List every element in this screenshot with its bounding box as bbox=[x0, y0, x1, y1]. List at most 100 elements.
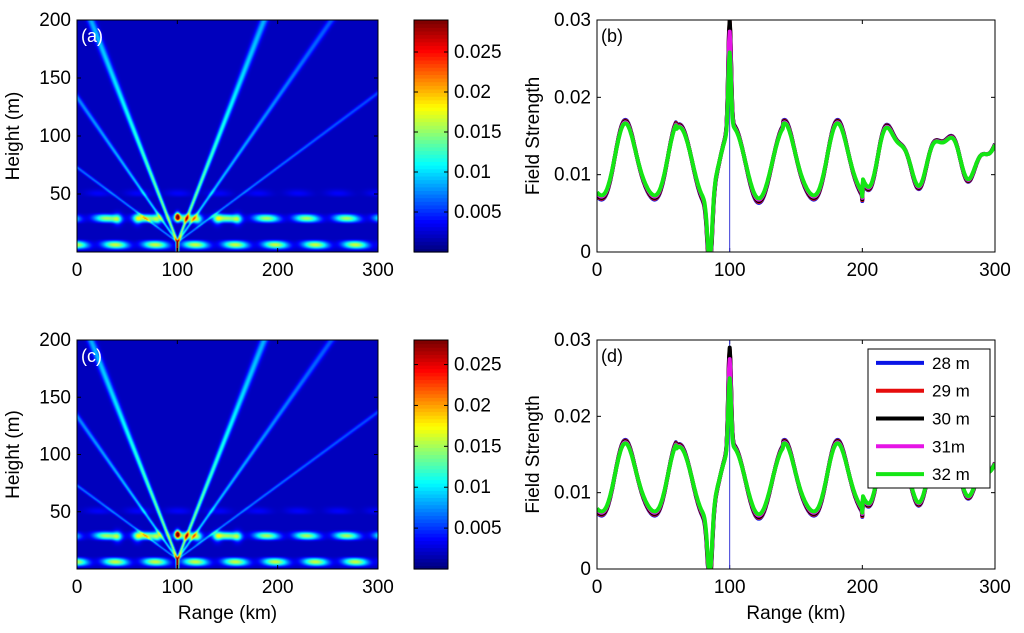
colorbar-segment bbox=[414, 34, 448, 39]
colorbar-segment bbox=[414, 132, 448, 137]
y-tick-label: 0.01 bbox=[554, 483, 591, 504]
x-tick-label: 200 bbox=[846, 260, 878, 281]
colorbar-segment bbox=[414, 146, 448, 152]
x-tick-label: 300 bbox=[362, 260, 394, 281]
colorbar-segment bbox=[414, 204, 448, 210]
colorbar-segment bbox=[414, 125, 448, 130]
legend-label: 32 m bbox=[932, 465, 970, 484]
y-tick-label: 150 bbox=[39, 387, 71, 408]
colorbar-segment bbox=[414, 422, 448, 427]
colorbar-segment bbox=[414, 74, 448, 79]
colorbar-segment bbox=[414, 175, 448, 181]
colorbar-tick-label: 0.01 bbox=[454, 477, 491, 498]
y-axis-title: Height (m) bbox=[3, 92, 24, 181]
x-tick-label: 200 bbox=[262, 260, 294, 281]
colorbar-tick-label: 0.015 bbox=[454, 436, 502, 457]
colorbar-segment bbox=[414, 99, 448, 104]
colorbar-segment bbox=[414, 365, 448, 370]
colorbar-segment bbox=[414, 150, 448, 155]
colorbar-tick-label: 0.025 bbox=[454, 42, 502, 63]
y-axis-title: Field Strength bbox=[523, 77, 544, 195]
colorbar-segment bbox=[414, 468, 448, 473]
colorbar-segment bbox=[414, 490, 448, 495]
series-line-28m bbox=[597, 21, 995, 252]
colorbar-segment bbox=[414, 561, 448, 567]
colorbar-segment bbox=[414, 183, 448, 188]
x-tick-label: 0 bbox=[592, 260, 603, 281]
colorbar-segment bbox=[414, 354, 448, 359]
y-axis-title: Height (m) bbox=[3, 410, 24, 499]
colorbar-segment bbox=[414, 497, 448, 502]
x-tick-label: 200 bbox=[846, 577, 878, 598]
colorbar-frame bbox=[413, 19, 449, 253]
colorbar-segment bbox=[414, 429, 448, 434]
x-tick-label: 100 bbox=[161, 577, 193, 598]
heatmap-image bbox=[77, 20, 378, 252]
colorbar-segment bbox=[414, 78, 448, 83]
colorbar-tick-label: 0.025 bbox=[454, 355, 502, 376]
colorbar-segment bbox=[414, 407, 448, 413]
colorbar-segment bbox=[414, 226, 448, 231]
colorbar-segment bbox=[414, 450, 448, 456]
colorbar-segment bbox=[414, 454, 448, 459]
colorbar-segment bbox=[414, 533, 448, 538]
colorbar-segment bbox=[414, 554, 448, 559]
panel-label: (c) bbox=[81, 346, 102, 366]
y-tick-label: 0.01 bbox=[554, 165, 591, 186]
x-tick-label: 100 bbox=[714, 260, 746, 281]
colorbar-frame bbox=[413, 339, 449, 570]
colorbar-segment bbox=[414, 515, 448, 520]
colorbar-segment bbox=[414, 382, 448, 388]
colorbar-segment bbox=[414, 139, 448, 144]
colorbar-segment bbox=[414, 81, 448, 86]
colorbar-segment bbox=[414, 529, 448, 534]
colorbar-segment bbox=[414, 436, 448, 441]
colorbar-segment bbox=[414, 233, 448, 239]
colorbar-segment bbox=[414, 411, 448, 416]
panel-b: 0 100 200 300 0 0.01 0.02 0.03 Field Strength (b) bbox=[523, 10, 1011, 281]
colorbar-segment bbox=[414, 219, 448, 224]
colorbar-segment bbox=[414, 372, 448, 377]
colorbar-segment bbox=[414, 415, 448, 420]
colorbar-tick-label: 0.02 bbox=[454, 395, 491, 416]
colorbar-segment bbox=[414, 404, 448, 409]
y-tick-label: 200 bbox=[39, 330, 71, 351]
colorbar-segment bbox=[414, 194, 448, 199]
x-tick-label: 300 bbox=[979, 260, 1011, 281]
panel-label: (b) bbox=[601, 26, 623, 46]
colorbar-segment bbox=[414, 340, 448, 345]
x-tick-label: 300 bbox=[979, 577, 1011, 598]
colorbar-segment bbox=[414, 447, 448, 452]
colorbar-segment bbox=[414, 201, 448, 206]
heatmap-image bbox=[77, 340, 378, 569]
colorbar-segment bbox=[414, 52, 448, 57]
plot-frame-top bbox=[596, 19, 996, 253]
colorbar-segment bbox=[414, 27, 448, 32]
colorbar-segment bbox=[414, 172, 448, 177]
legend-label: 29 m bbox=[932, 382, 970, 401]
x-tick-label: 0 bbox=[72, 260, 83, 281]
colorbar-segment bbox=[414, 526, 448, 531]
panel-c: 0 100 200 300 50 100 150 200 Range (km) Height (m… bbox=[3, 330, 502, 624]
colorbar-segment bbox=[414, 493, 448, 499]
colorbar-segment bbox=[414, 425, 448, 431]
y-tick-label: 0.02 bbox=[554, 406, 591, 427]
y-tick-label: 0 bbox=[580, 242, 591, 263]
colorbar-segment bbox=[414, 190, 448, 195]
colorbar-segment bbox=[414, 433, 448, 438]
colorbar-segment bbox=[414, 486, 448, 491]
legend-label: 30 m bbox=[932, 410, 970, 429]
colorbar-segment bbox=[414, 461, 448, 466]
colorbar-segment bbox=[414, 504, 448, 509]
colorbar-segment bbox=[414, 30, 448, 36]
y-tick-label: 200 bbox=[39, 10, 71, 31]
colorbar-segment bbox=[414, 522, 448, 527]
colorbar-segment bbox=[414, 357, 448, 363]
colorbar-segment bbox=[414, 483, 448, 488]
colorbar-segment bbox=[414, 393, 448, 398]
colorbar-segment bbox=[414, 197, 448, 202]
colorbar-segment bbox=[414, 49, 448, 54]
colorbar-segment bbox=[414, 241, 448, 246]
y-tick-label: 0.03 bbox=[554, 330, 591, 351]
colorbar-segment bbox=[414, 536, 448, 541]
